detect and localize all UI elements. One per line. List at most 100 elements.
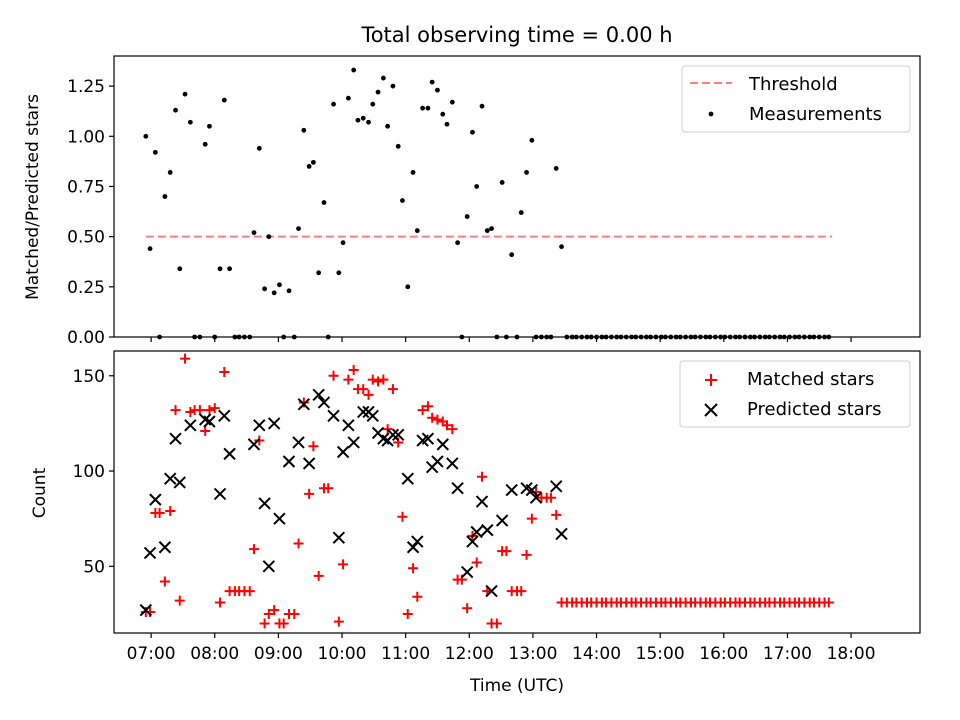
matched-star-point (209, 403, 220, 414)
predicted-star-point (317, 396, 331, 409)
predicted-star-point (495, 514, 509, 527)
matched-star-point (422, 401, 433, 412)
top-y-tick-label: 1.00 (67, 127, 105, 147)
matched-star-point (521, 549, 532, 560)
legend-matched-swatch (705, 374, 717, 386)
matched-star-point (387, 384, 398, 395)
x-tick-label: 08:00 (190, 644, 239, 664)
legend-matched-label: Matched stars (747, 369, 874, 390)
matched-star-point (417, 405, 428, 416)
top-panel-axes: 0.00 0.25 0.50 0.75 1.00 1.25 (67, 55, 921, 348)
predicted-star-point (436, 438, 449, 451)
measurement-point (277, 282, 282, 288)
measurement-point (375, 89, 381, 95)
matched-star-point (516, 586, 527, 597)
predicted-star-point (336, 445, 350, 459)
measurement-point (296, 226, 301, 232)
bottom-y-tick-label: 50 (83, 557, 105, 577)
matched-star-point (304, 488, 315, 499)
predicted-star-point (386, 428, 400, 442)
matched-star-point (447, 424, 458, 435)
x-tick-label: 12:00 (445, 644, 494, 664)
measurement-point (474, 184, 480, 189)
measurement-point (400, 198, 405, 203)
matched-star-point (477, 471, 488, 482)
matched-star-point (313, 570, 324, 581)
measurement-point (217, 266, 223, 272)
matched-star-point (278, 618, 289, 629)
top-panel-frame (113, 55, 921, 338)
measurement-point (177, 266, 183, 272)
measurement-point (340, 240, 346, 246)
predicted-star-point (357, 405, 370, 419)
predicted-star-point (273, 512, 286, 525)
predicted-star-point (173, 476, 186, 489)
measurement-point (336, 270, 342, 276)
matched-star-point (298, 397, 309, 408)
measurement-point (262, 286, 267, 292)
predicted-star-point (297, 398, 311, 411)
legend-measurements-label: Measurements (749, 104, 882, 125)
measurement-point (271, 290, 277, 296)
predicted-star-point (406, 541, 420, 554)
bottom-panel-marks (139, 353, 834, 629)
measurement-point (435, 87, 440, 93)
matched-star-point (215, 597, 226, 608)
measurement-point (440, 111, 446, 117)
measurement-point (187, 119, 193, 125)
matched-star-point (408, 563, 419, 574)
matched-star-point (348, 365, 359, 376)
predicted-star-point (143, 546, 157, 560)
predicted-star-point (164, 472, 177, 485)
matched-star-point (269, 605, 280, 616)
measurement-point (385, 123, 391, 129)
predicted-star-point (470, 525, 483, 539)
matched-star-point (491, 618, 502, 629)
predicted-star-point (481, 523, 494, 537)
measurement-point (143, 133, 149, 139)
matched-star-point (174, 595, 185, 606)
matched-star-point (412, 591, 423, 602)
predicted-star-point (401, 472, 414, 485)
predicted-star-point (267, 417, 281, 430)
measurement-point (355, 117, 361, 123)
top-y-tick-label: 0.25 (67, 278, 105, 298)
predicted-star-point (505, 483, 518, 497)
predicted-star-point (550, 480, 563, 493)
top-legend: Threshold Measurements (681, 65, 911, 133)
predicted-star-point (342, 419, 355, 432)
matched-star-point (402, 608, 413, 619)
predicted-star-point (347, 436, 360, 449)
bottom-ylabel: Count (30, 467, 50, 518)
predicted-star-point (253, 419, 266, 432)
matched-star-point (254, 435, 265, 446)
predicted-star-point (451, 481, 464, 495)
measurement-point (173, 107, 178, 113)
x-tick-label: 10:00 (318, 644, 367, 664)
matched-star-point (358, 384, 369, 395)
measurement-point (306, 163, 312, 169)
bottom-panel-frame (113, 350, 921, 634)
measurement-point (370, 101, 376, 107)
measurement-point (425, 105, 431, 111)
matched-star-point (204, 405, 215, 416)
matched-star-point (328, 370, 339, 381)
predicted-star-point (258, 497, 271, 510)
predicted-star-point (223, 447, 236, 461)
predicted-star-point (262, 560, 276, 573)
predicted-star-point (525, 483, 539, 497)
measurement-point (395, 143, 401, 149)
bottom-legend-box (679, 360, 911, 428)
matched-star-point (244, 586, 255, 597)
measurement-point (414, 228, 420, 234)
measurement-point (286, 288, 292, 294)
matched-star-point (219, 366, 230, 377)
matched-star-point (154, 507, 165, 518)
measurement-point (345, 95, 351, 101)
matched-star-point (170, 405, 181, 416)
measurement-point (464, 214, 470, 219)
measurement-point (360, 115, 366, 121)
measurement-point (444, 121, 450, 127)
bottom-y-tick-label: 150 (73, 367, 105, 387)
